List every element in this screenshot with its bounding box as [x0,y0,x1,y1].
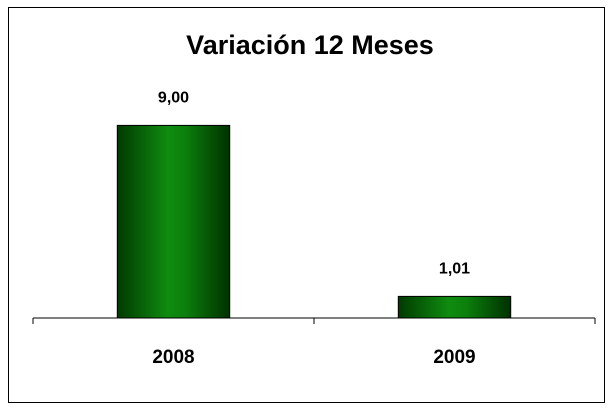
chart-border [8,7,605,403]
bar [116,124,231,319]
x-tick-label: 2009 [433,347,475,368]
value-label: 9,00 [158,90,189,107]
bar [397,295,512,319]
value-label: 1,01 [439,261,470,278]
chart-title: Variación 12 Meses [186,30,434,60]
x-tick-label: 2008 [152,347,194,368]
